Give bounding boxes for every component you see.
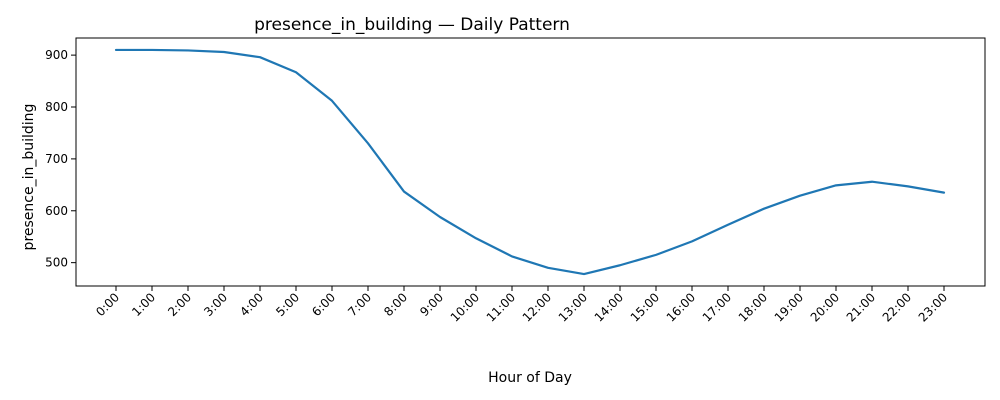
y-tick-label: 800 <box>45 100 68 114</box>
x-axis-label: Hour of Day <box>488 370 572 386</box>
y-tick-label: 500 <box>45 256 68 270</box>
x-tick-label: 20:00 <box>808 290 842 324</box>
x-tick-label: 21:00 <box>844 290 878 324</box>
x-tick-label: 10:00 <box>448 290 482 324</box>
x-tick-label: 5:00 <box>273 290 302 319</box>
series-lines <box>114 48 946 276</box>
x-tick-label: 14:00 <box>592 290 626 324</box>
x-tick-label: 17:00 <box>700 290 734 324</box>
x-tick-label: 18:00 <box>736 290 770 324</box>
x-tick-label: 16:00 <box>664 290 698 324</box>
y-tick-label: 600 <box>45 204 68 218</box>
y-tick-label: 700 <box>45 152 68 166</box>
x-tick-label: 22:00 <box>880 290 914 324</box>
x-tick-label: 7:00 <box>345 290 374 319</box>
x-tick-label: 9:00 <box>417 290 446 319</box>
series-line <box>114 48 946 276</box>
plot-frame <box>75 37 986 287</box>
x-tick-label: 4:00 <box>237 290 266 319</box>
y-axis-label: presence_in_building <box>21 104 37 251</box>
y-tick-label: 900 <box>45 48 68 62</box>
x-tick-label: 2:00 <box>165 290 194 319</box>
x-tick-label: 23:00 <box>916 290 950 324</box>
x-tick-label: 11:00 <box>484 290 518 324</box>
x-tick-label: 13:00 <box>556 290 590 324</box>
x-tick-label: 6:00 <box>309 290 338 319</box>
x-tick-label: 3:00 <box>201 290 230 319</box>
chart-title: presence_in_building — Daily Pattern <box>254 15 570 35</box>
x-tick-label: 1:00 <box>129 290 158 319</box>
x-tick-label: 8:00 <box>381 290 410 319</box>
x-tick-label: 19:00 <box>772 290 806 324</box>
x-tick-label: 0:00 <box>93 290 122 319</box>
y-axis: 500 600 700 800 900 <box>45 48 76 270</box>
x-tick-label: 12:00 <box>520 290 554 324</box>
x-tick-label: 15:00 <box>628 290 662 324</box>
x-axis: 0:00 1:00 2:00 3:00 4:00 5:00 6:00 7:00 8:00 9:00… <box>93 286 950 325</box>
